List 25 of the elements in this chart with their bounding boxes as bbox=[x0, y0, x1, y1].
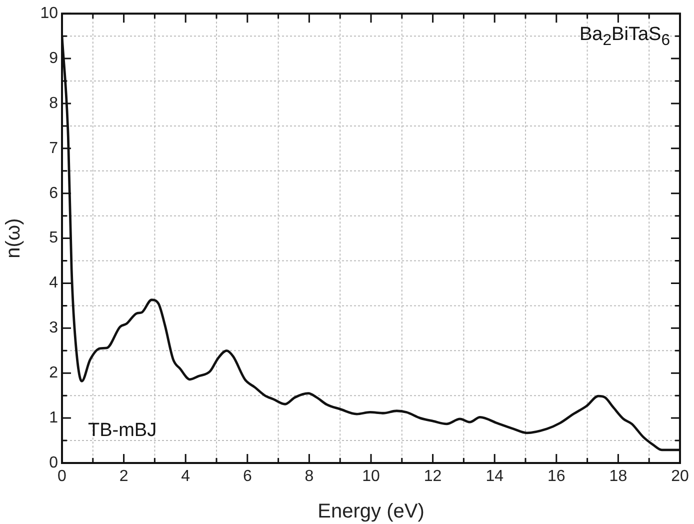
x-tick-label: 16 bbox=[548, 468, 566, 486]
x-tick-label: 4 bbox=[181, 468, 190, 486]
x-tick-label: 8 bbox=[304, 468, 314, 486]
y-tick-label: 3 bbox=[49, 320, 58, 337]
y-tick-label: 7 bbox=[49, 140, 58, 157]
x-tick-label: 2 bbox=[119, 468, 128, 486]
y-tick-label: 10 bbox=[40, 5, 58, 22]
x-tick-label: 20 bbox=[671, 468, 689, 486]
y-tick-label: 8 bbox=[49, 94, 58, 112]
x-tick-label: 18 bbox=[609, 468, 628, 486]
x-tick-label: 10 bbox=[362, 468, 380, 486]
x-tick-label: 6 bbox=[242, 468, 252, 486]
annotation: TB-mBJ bbox=[88, 420, 157, 442]
y-tick-label: 9 bbox=[49, 50, 58, 67]
x-tick-label: 14 bbox=[486, 468, 504, 486]
y-tick-label: 2 bbox=[49, 364, 58, 382]
y-tick-label: 0 bbox=[49, 454, 58, 472]
y-tick-label: 1 bbox=[49, 409, 58, 426]
x-axis-title: Energy (eV) bbox=[318, 500, 424, 523]
annotation: Ba$_{2}$BiTaS$_{6}$ bbox=[579, 24, 670, 50]
y-axis-title: n(ω) bbox=[2, 218, 25, 258]
y-tick-label: 6 bbox=[49, 184, 58, 202]
y-tick-label: 5 bbox=[49, 230, 58, 247]
x-tick-label: 12 bbox=[424, 468, 442, 486]
y-tick-label: 4 bbox=[49, 274, 58, 292]
